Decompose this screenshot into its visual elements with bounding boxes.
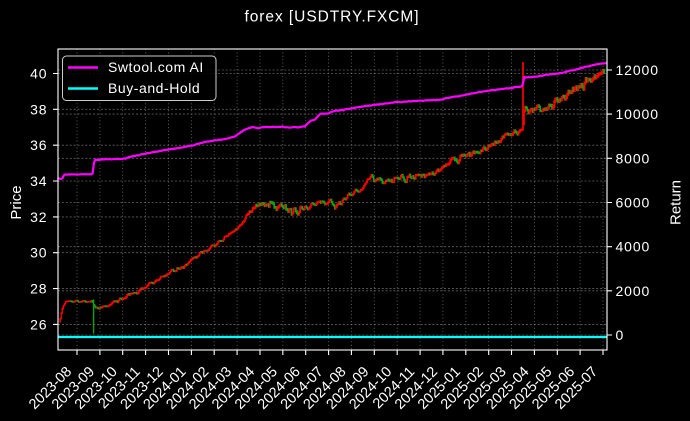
svg-text:Price: Price [8,185,25,219]
svg-text:28: 28 [30,281,47,297]
svg-text:38: 38 [30,101,47,117]
svg-text:30: 30 [30,245,47,261]
svg-text:34: 34 [30,173,47,189]
svg-text:32: 32 [30,209,47,225]
svg-text:0: 0 [616,327,625,343]
svg-text:Buy-and-Hold: Buy-and-Hold [108,80,200,96]
svg-text:26: 26 [30,316,47,332]
svg-text:2000: 2000 [616,283,651,299]
svg-text:4000: 4000 [616,239,651,255]
svg-text:36: 36 [30,137,47,153]
svg-text:8000: 8000 [616,150,651,166]
svg-text:Swtool.com AI: Swtool.com AI [108,59,204,75]
svg-text:40: 40 [30,66,47,82]
svg-text:10000: 10000 [616,106,659,122]
svg-text:12000: 12000 [616,62,659,78]
svg-text:6000: 6000 [616,195,651,211]
svg-text:forex [USDTRY.FXCM]: forex [USDTRY.FXCM] [244,9,419,26]
svg-text:Return: Return [668,180,685,225]
